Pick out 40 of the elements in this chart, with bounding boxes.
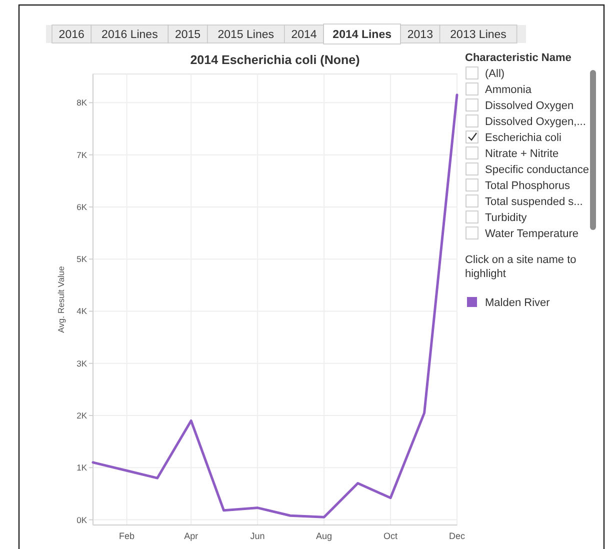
x-tick-label: Dec bbox=[448, 531, 466, 541]
chart-title: 2014 Escherichia coli (None) bbox=[190, 53, 360, 67]
text: Characteristic Name bbox=[465, 52, 572, 64]
text: Nitrate + Nitrite bbox=[485, 148, 559, 160]
text: Total suspended s... bbox=[485, 196, 583, 208]
text: Turbidity bbox=[485, 212, 528, 224]
legend-title: Click on a site name to highlight bbox=[465, 254, 576, 280]
y-tick-label: 2K bbox=[76, 410, 88, 421]
text: Specific conductance bbox=[485, 164, 589, 176]
x-tick-label: Apr bbox=[184, 531, 198, 541]
y-tick-label: 7K bbox=[76, 150, 88, 160]
x-tick-label: Aug bbox=[316, 531, 332, 541]
text: Escherichia coli bbox=[485, 132, 562, 144]
text: 2014 Lines bbox=[332, 29, 392, 41]
text: Dissolved Oxygen bbox=[485, 100, 574, 112]
x-tick-label: Oct bbox=[384, 531, 398, 541]
text: 2014 bbox=[291, 29, 318, 41]
text: Water Temperature bbox=[485, 228, 579, 240]
x-tick-label: Jun bbox=[250, 531, 265, 541]
y-tick-label: 5K bbox=[76, 254, 88, 264]
text: 2015 Lines bbox=[218, 29, 274, 41]
y-tick-label: 4K bbox=[76, 306, 88, 316]
y-tick-label: 0K bbox=[76, 514, 88, 525]
text: (All) bbox=[485, 68, 505, 80]
text: Total Phosphorus bbox=[485, 180, 570, 192]
text: 2015 bbox=[175, 29, 201, 41]
legend-label: Malden River bbox=[485, 297, 550, 309]
y-axis-title: Avg. Result Value bbox=[56, 266, 66, 333]
text: Ammonia bbox=[485, 84, 532, 96]
x-tick-label: Feb bbox=[119, 531, 135, 541]
y-tick-label: 8K bbox=[76, 98, 88, 108]
y-tick-label: 3K bbox=[76, 358, 88, 368]
text: Dissolved Oxygen,... bbox=[485, 116, 586, 128]
y-tick-label: 1K bbox=[76, 462, 88, 473]
text: 2013 Lines bbox=[450, 29, 507, 41]
line-series bbox=[92, 94, 458, 518]
y-tick-label: 6K bbox=[76, 202, 88, 212]
text: 2016 bbox=[58, 29, 84, 41]
text: 2016 Lines bbox=[102, 29, 158, 41]
text: 2013 bbox=[407, 29, 433, 41]
